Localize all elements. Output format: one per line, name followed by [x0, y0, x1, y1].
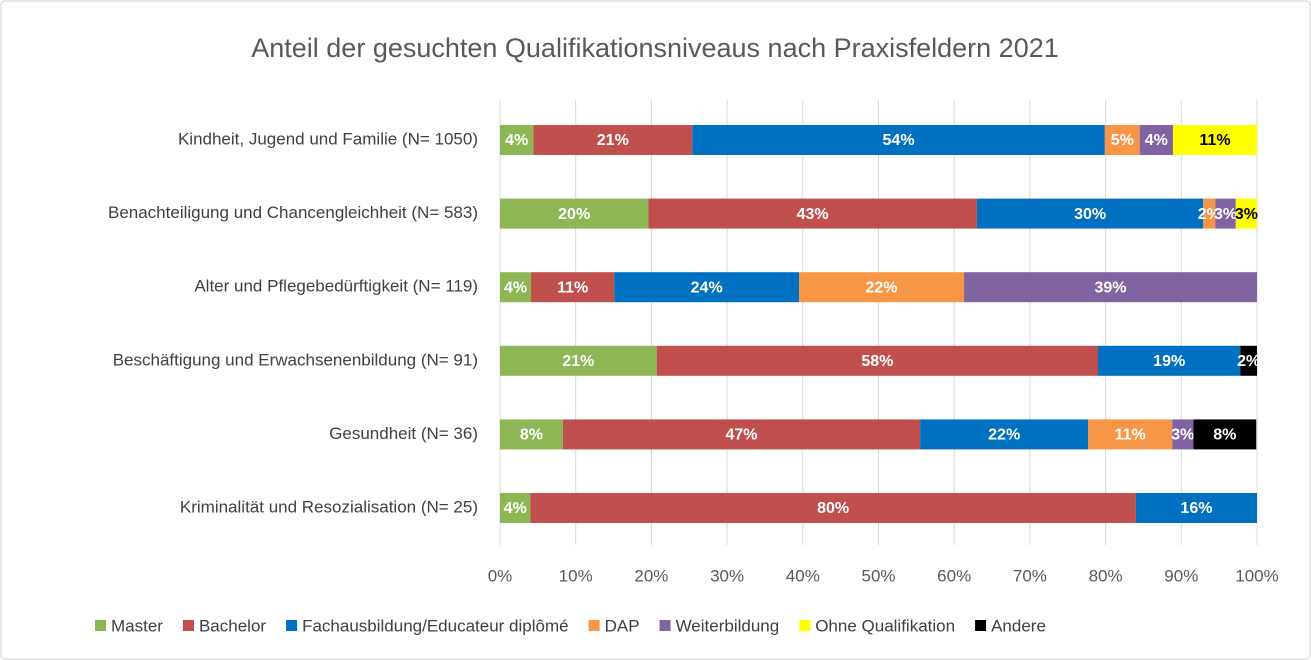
bar-segment: [500, 125, 534, 155]
data-label: 20%: [558, 206, 590, 223]
x-tick-label: 0%: [488, 566, 513, 585]
data-label: 19%: [1153, 353, 1185, 370]
x-tick-label: 70%: [1013, 566, 1047, 585]
bar-segment: [614, 272, 800, 303]
x-tick-label: 90%: [1164, 566, 1198, 585]
legend-swatch: [286, 620, 298, 631]
data-label: 4%: [1145, 132, 1168, 149]
data-label: 4%: [504, 279, 527, 296]
legend-swatch: [95, 620, 106, 631]
legend-label: Weiterbildung: [676, 616, 780, 635]
legend-swatch: [799, 620, 811, 631]
x-tick-label: 20%: [634, 566, 668, 585]
y-tick-label: Beschäftigung und Erwachsenenbildung (N=…: [113, 350, 478, 369]
data-label: 11%: [1115, 427, 1146, 444]
chart-title: Anteil der gesuchten Qualifikationsnivea…: [251, 33, 1059, 63]
x-tick-label: 60%: [937, 566, 971, 585]
bar-segment: [920, 419, 1089, 450]
legend-label: Andere: [991, 616, 1046, 635]
bar-segment: [1193, 419, 1257, 450]
bar-segment: [1139, 125, 1173, 155]
bar-segment: [1088, 419, 1173, 450]
bar-segment: [500, 345, 657, 376]
bar-segment: [533, 125, 693, 155]
legend-label: Master: [111, 616, 163, 635]
bar-segment: [648, 198, 977, 229]
data-label: 4%: [504, 500, 527, 517]
bar-segment: [500, 272, 532, 303]
bar-segment: [1172, 125, 1257, 155]
data-label: 21%: [597, 132, 629, 149]
bar-segment: [964, 272, 1257, 303]
legend-label: Fachausbildung/Educateur diplômé: [302, 616, 569, 635]
data-label: 43%: [797, 206, 829, 223]
y-tick-label: Kriminalität und Resozialisation (N= 25): [180, 497, 478, 516]
data-label: 30%: [1074, 206, 1106, 223]
bar-segment: [1135, 493, 1257, 523]
bar-segment: [531, 272, 615, 303]
legend-swatch: [588, 620, 600, 631]
legend-label: Bachelor: [199, 616, 266, 635]
y-tick-label: Alter und Pflegebedürftigkeit (N= 119): [194, 277, 478, 296]
data-label: 11%: [1199, 132, 1230, 149]
data-label: 5%: [1111, 132, 1134, 149]
data-label: 16%: [1180, 500, 1212, 517]
bar-segment: [500, 198, 649, 229]
data-label: 24%: [691, 279, 723, 296]
y-tick-label: Benachteiligung und Chancengleichheit (N…: [108, 203, 478, 222]
y-tick-label: Gesundheit (N= 36): [329, 424, 478, 443]
legend-swatch: [659, 620, 671, 631]
x-tick-label: 10%: [559, 566, 593, 585]
bar-segment: [1215, 198, 1236, 229]
bar-segment: [530, 493, 1136, 523]
data-label: 22%: [866, 279, 898, 296]
data-label: 54%: [883, 132, 915, 149]
data-label: 2%: [1198, 206, 1221, 223]
data-label: 4%: [505, 132, 528, 149]
x-tick-label: 40%: [786, 566, 820, 585]
bar-segment: [1235, 198, 1257, 229]
bar-segment: [562, 419, 921, 450]
legend-swatch: [975, 620, 987, 631]
x-tick-label: 100%: [1235, 566, 1278, 585]
bar-segment: [976, 198, 1204, 229]
bar-segment: [1098, 345, 1241, 376]
data-label: 3%: [1214, 206, 1237, 223]
x-tick-label: 80%: [1089, 566, 1123, 585]
x-tick-label: 50%: [861, 566, 895, 585]
bar-segment: [1203, 198, 1216, 229]
bar-segment: [1172, 419, 1194, 450]
bar-segment: [692, 125, 1105, 155]
data-label: 80%: [817, 500, 849, 517]
data-label: 21%: [562, 353, 594, 370]
y-tick-label: Kindheit, Jugend und Familie (N= 1050): [178, 129, 478, 148]
legend-label: Ohne Qualifikation: [815, 616, 955, 635]
data-label: 2%: [1237, 353, 1260, 370]
data-label: 39%: [1095, 279, 1127, 296]
data-label: 8%: [520, 427, 543, 444]
bar-segment: [799, 272, 965, 303]
bar-segment: [500, 419, 563, 450]
data-label: 22%: [988, 427, 1020, 444]
data-label: 11%: [557, 279, 588, 296]
data-label: 8%: [1213, 427, 1236, 444]
bar-segment: [1104, 125, 1140, 155]
bar-segment: [656, 345, 1099, 376]
legend-swatch: [182, 620, 194, 631]
bar-segment: [500, 493, 531, 523]
x-tick-label: 30%: [710, 566, 744, 585]
legend-label: DAP: [605, 616, 640, 635]
bar-segment: [1240, 345, 1257, 376]
data-label: 58%: [861, 353, 893, 370]
data-label: 3%: [1235, 206, 1258, 223]
data-label: 3%: [1171, 427, 1194, 444]
data-label: 47%: [725, 427, 757, 444]
